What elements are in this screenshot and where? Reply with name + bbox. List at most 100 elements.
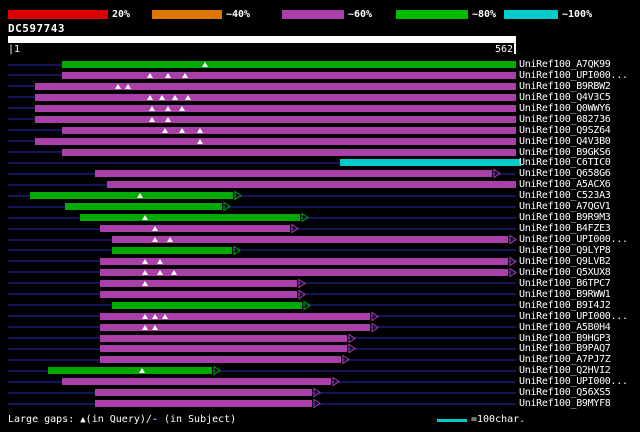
hit-label[interactable]: UniRef100_Q5XUX8 (519, 266, 611, 278)
hit-bar[interactable] (111, 236, 508, 244)
hit-label[interactable]: UniRef100_Q4V3B0 (519, 135, 611, 147)
query-gap-triangle-icon (156, 269, 163, 275)
hit-label[interactable]: UniRef100_B6TPC7 (519, 277, 611, 289)
query-gap-triangle-icon (146, 72, 153, 78)
identity-scale-segment (8, 10, 108, 19)
hit-label[interactable]: UniRef100_B9R9M3 (519, 212, 611, 224)
identity-scale-label: ~60% (348, 9, 373, 20)
hit-bar[interactable] (100, 257, 508, 265)
hit-label[interactable]: UniRef100_Q4V3C5 (519, 91, 611, 103)
query-gap-triangle-icon (152, 237, 159, 243)
identity-scale-segment (282, 10, 344, 19)
hit-bar[interactable] (62, 71, 516, 79)
identity-scale-segment (396, 10, 468, 19)
hit-bar[interactable] (107, 181, 516, 189)
query-gap-triangle-icon (171, 269, 178, 275)
hit-bar[interactable] (35, 82, 516, 90)
query-gap-triangle-icon (138, 368, 145, 374)
query-gap-triangle-icon: ▲ (80, 415, 86, 425)
hit-bar[interactable] (35, 137, 516, 145)
hit-bar[interactable] (62, 148, 516, 156)
hit-bar[interactable] (100, 225, 290, 233)
hit-arrowhead-icon (348, 333, 356, 343)
hit-bar[interactable] (339, 159, 521, 167)
hit-label[interactable]: UniRef100_B9PAQ7 (519, 343, 611, 355)
hit-bar[interactable] (100, 334, 347, 342)
hit-bar[interactable] (35, 115, 516, 123)
identity-scale-label: ~100% (562, 9, 593, 20)
hit-label[interactable]: UniRef100_C523A3 (519, 190, 611, 202)
hit-bar[interactable] (100, 312, 370, 320)
hit-arrowhead-icon (313, 399, 321, 409)
hit-label[interactable]: UniRef100_UPI000... (519, 376, 628, 388)
hit-label[interactable]: UniRef100_Q9LVB2 (519, 255, 611, 267)
hit-label[interactable]: UniRef100_B9RWW1 (519, 288, 611, 300)
hit-bar[interactable] (35, 93, 516, 101)
hit-arrowhead-icon (303, 300, 311, 310)
hit-arrowhead-icon (332, 377, 340, 387)
100char-scalebar-label: =100char. (471, 414, 526, 425)
query-gap-triangle-icon (162, 313, 169, 319)
hit-bar[interactable] (35, 104, 516, 112)
hit-bar[interactable] (62, 61, 516, 68)
hit-label[interactable]: UniRef100_A7PJ7Z (519, 354, 611, 366)
hit-arrowhead-icon (509, 267, 517, 277)
hit-label[interactable]: UniRef100_Q9SZ64 (519, 124, 611, 136)
hit-bar[interactable] (100, 268, 508, 276)
hit-label[interactable]: UniRef100_Q9LYP8 (519, 244, 611, 256)
query-gap-triangle-icon (142, 324, 149, 330)
hit-label[interactable]: UniRef100_B4FZE3 (519, 223, 611, 235)
query-gap-triangle-icon (146, 94, 153, 100)
hit-label[interactable]: UniRef100_A7QGV1 (519, 201, 611, 213)
hit-label[interactable]: UniRef100_A7QK99 (519, 59, 611, 70)
hit-arrowhead-icon (298, 289, 307, 299)
hit-bar[interactable] (94, 400, 312, 408)
query-gap-triangle-icon (164, 72, 171, 78)
hit-arrowhead-icon (313, 388, 321, 398)
hit-label[interactable]: UniRef100_B9I4J2 (519, 299, 611, 311)
hit-bar[interactable] (100, 290, 298, 298)
hit-label[interactable]: UniRef100_B9GKS6 (519, 146, 611, 158)
100char-scalebar-line (437, 419, 467, 422)
hit-label[interactable]: UniRef100_A5ACX6 (519, 179, 611, 191)
hit-bar[interactable] (29, 192, 234, 200)
query-gap-triangle-icon (162, 127, 169, 133)
hit-bar[interactable] (111, 246, 233, 254)
hit-label[interactable]: UniRef100_B9MYF8 (519, 398, 611, 410)
hit-label[interactable]: UniRef100_UPI000... (519, 310, 628, 322)
hit-bar[interactable] (94, 170, 492, 178)
hit-label[interactable]: UniRef100_Q2HVI2 (519, 365, 611, 377)
hit-label[interactable]: UniRef100_Q56XS5 (519, 387, 611, 399)
query-gap-triangle-icon (142, 280, 149, 286)
hit-bar[interactable] (111, 301, 302, 309)
query-gap-triangle-icon (148, 105, 155, 111)
hit-bar[interactable] (100, 356, 341, 364)
hit-bar[interactable] (100, 345, 347, 353)
hit-label[interactable]: UniRef100_UPI000... (519, 234, 628, 246)
hit-bar[interactable] (94, 389, 312, 397)
query-gap-triangle-icon (202, 62, 209, 67)
hit-label[interactable]: UniRef100_B9RBW2 (519, 80, 611, 92)
hit-bar[interactable] (64, 203, 223, 211)
hit-label[interactable]: UniRef100_Q0WWY6 (519, 102, 611, 114)
hit-label[interactable]: UniRef100_A5B0H4 (519, 321, 611, 333)
hit-bar[interactable] (100, 323, 370, 331)
query-gap-triangle-icon (179, 127, 186, 133)
hit-bar[interactable] (80, 214, 300, 222)
hit-arrowhead-icon (371, 311, 379, 321)
hit-label[interactable]: UniRef100_Q658G6 (519, 168, 611, 180)
hit-label[interactable]: UniRef100_082736 (519, 113, 611, 125)
query-gap-triangle-icon (152, 324, 159, 330)
hit-bar[interactable] (47, 367, 213, 375)
hit-bar[interactable] (62, 126, 516, 134)
query-gap-triangle-icon (152, 226, 159, 232)
hit-arrowhead-icon (234, 191, 242, 201)
query-gap-triangle-icon (184, 94, 191, 100)
gaps-legend: Large gaps: ▲(in Query)/- (in Subject) (8, 414, 236, 426)
hit-bar[interactable] (100, 279, 298, 287)
hit-label[interactable]: UniRef100_B9HGP3 (519, 332, 611, 344)
hit-label[interactable]: UniRef100_UPI000... (519, 69, 628, 81)
query-span-line (8, 205, 516, 208)
hit-bar[interactable] (62, 378, 331, 386)
hit-label[interactable]: UniRef100_C6TIC0 (519, 157, 611, 169)
